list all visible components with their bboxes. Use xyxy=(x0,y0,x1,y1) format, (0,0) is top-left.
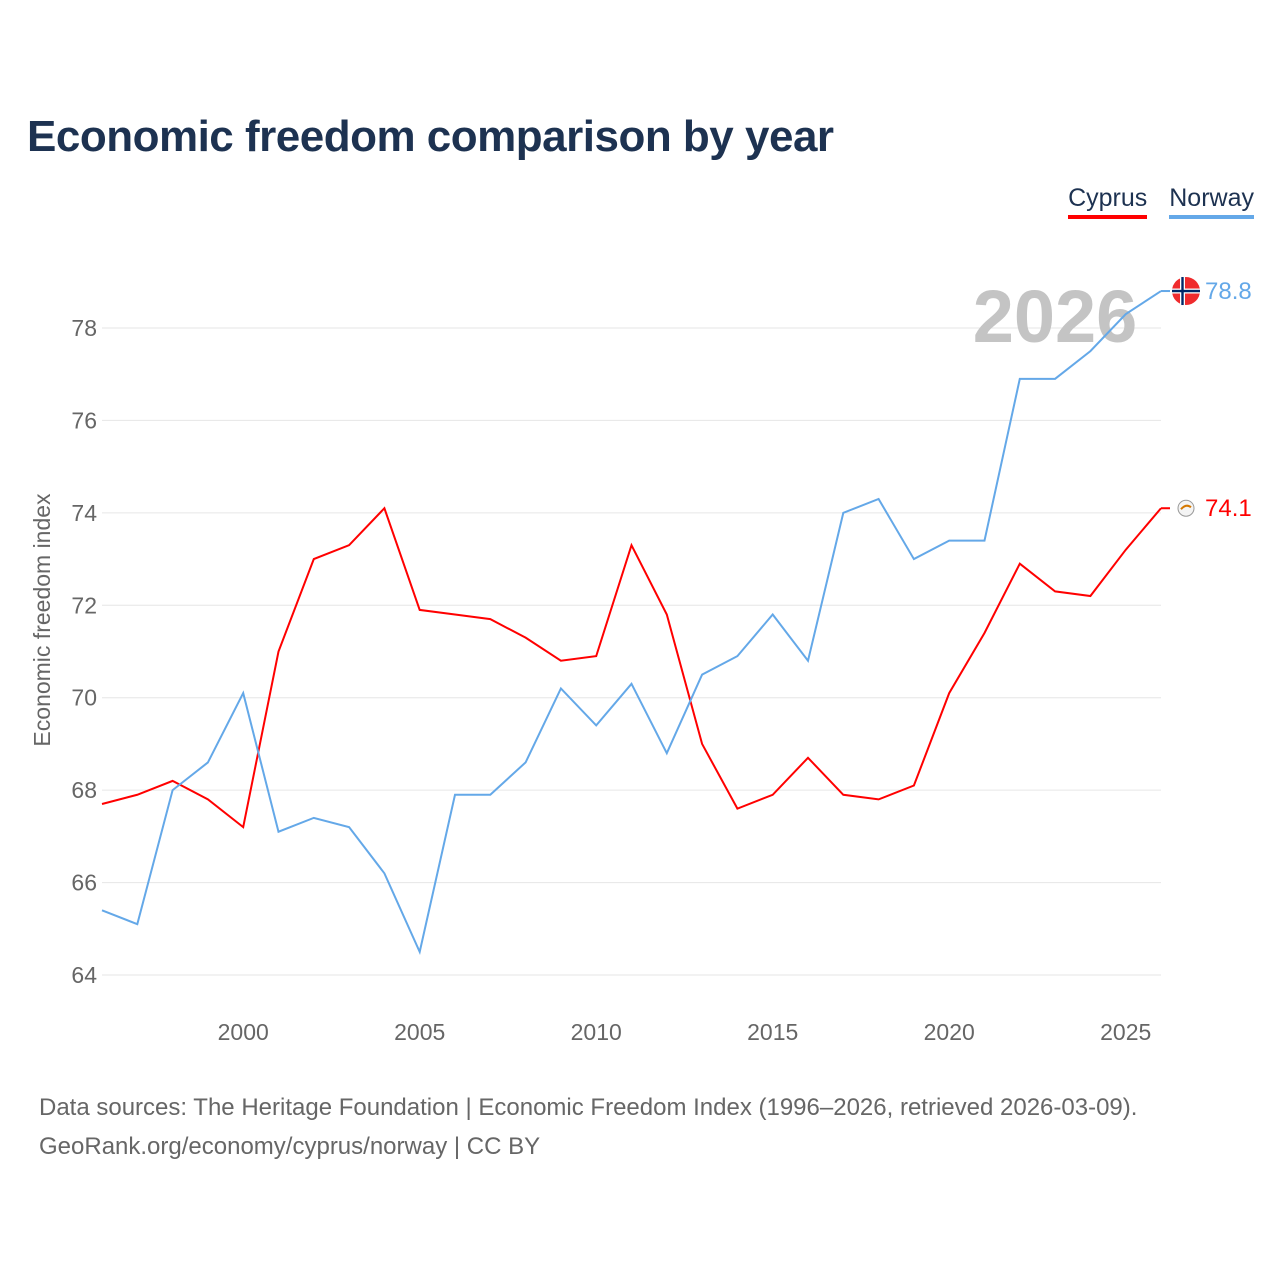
data-point[interactable] xyxy=(876,796,882,802)
data-point[interactable] xyxy=(982,538,988,544)
flag-icon-cyprus xyxy=(1177,499,1195,517)
y-axis-label: Economic freedom index xyxy=(29,493,55,747)
data-point[interactable] xyxy=(770,792,776,798)
data-point[interactable] xyxy=(170,787,176,793)
footer-link[interactable]: GeoRank.org/economy/cyprus/norway | CC B… xyxy=(39,1133,541,1160)
x-tick-label: 2020 xyxy=(924,1019,975,1045)
data-point[interactable] xyxy=(205,759,211,765)
data-point[interactable] xyxy=(487,792,493,798)
data-point[interactable] xyxy=(558,685,564,691)
x-tick-label: 2025 xyxy=(1100,1019,1151,1045)
data-point[interactable] xyxy=(699,741,705,747)
data-point[interactable] xyxy=(876,496,882,502)
x-tick-label: 2000 xyxy=(218,1019,269,1045)
series-line-norway xyxy=(101,290,1162,956)
data-point[interactable] xyxy=(770,612,776,618)
data-point[interactable] xyxy=(276,829,282,835)
legend-item-cyprus[interactable]: Cyprus xyxy=(1068,184,1148,219)
end-value-label-norway: 78.8 xyxy=(1205,278,1252,305)
x-tick-label: 2010 xyxy=(571,1019,622,1045)
data-point[interactable] xyxy=(1087,593,1093,599)
data-point[interactable] xyxy=(523,759,529,765)
series-line-cyprus xyxy=(101,506,1162,829)
y-tick-label: 68 xyxy=(71,777,97,803)
data-point[interactable] xyxy=(1087,348,1093,354)
data-point[interactable] xyxy=(734,806,740,812)
data-point[interactable] xyxy=(417,607,423,613)
data-point[interactable] xyxy=(946,538,952,544)
data-point[interactable] xyxy=(593,653,599,659)
data-point[interactable] xyxy=(170,778,176,784)
data-point[interactable] xyxy=(664,612,670,618)
data-point[interactable] xyxy=(911,556,917,562)
data-point[interactable] xyxy=(381,505,387,511)
legend: Cyprus Norway xyxy=(1068,184,1254,219)
y-tick-label: 66 xyxy=(71,870,97,896)
x-tick-label: 2015 xyxy=(747,1019,798,1045)
data-point[interactable] xyxy=(240,824,246,830)
data-point[interactable] xyxy=(134,792,140,798)
data-point[interactable] xyxy=(593,722,599,728)
data-point[interactable] xyxy=(417,949,423,955)
data-point[interactable] xyxy=(911,783,917,789)
chart-title: Economic freedom comparison by year xyxy=(27,112,834,161)
data-point[interactable] xyxy=(1052,588,1058,594)
data-point[interactable] xyxy=(487,616,493,622)
y-tick-label: 64 xyxy=(71,962,97,988)
y-tick-label: 76 xyxy=(71,407,97,433)
data-point[interactable] xyxy=(99,801,105,807)
data-point[interactable] xyxy=(1017,376,1023,382)
data-point[interactable] xyxy=(205,796,211,802)
footer-sources: Data sources: The Heritage Foundation | … xyxy=(39,1094,1138,1121)
legend-item-norway[interactable]: Norway xyxy=(1169,184,1254,219)
data-point[interactable] xyxy=(1123,547,1129,553)
data-point[interactable] xyxy=(99,907,105,913)
y-tick-label: 78 xyxy=(71,315,97,341)
data-point[interactable] xyxy=(240,690,246,696)
data-point[interactable] xyxy=(381,870,387,876)
data-point[interactable] xyxy=(982,630,988,636)
data-point[interactable] xyxy=(629,681,635,687)
y-tick-label: 74 xyxy=(71,500,97,526)
data-point[interactable] xyxy=(558,658,564,664)
data-point[interactable] xyxy=(346,542,352,548)
data-point[interactable] xyxy=(805,658,811,664)
footer: Data sources: The Heritage Foundation | … xyxy=(39,1088,1137,1166)
data-point[interactable] xyxy=(805,755,811,761)
data-point[interactable] xyxy=(1017,561,1023,567)
data-point[interactable] xyxy=(1052,376,1058,382)
data-point[interactable] xyxy=(734,653,740,659)
data-point[interactable] xyxy=(311,556,317,562)
data-point[interactable] xyxy=(664,750,670,756)
year-watermark: 2026 xyxy=(973,275,1138,358)
end-value-label-cyprus: 74.1 xyxy=(1205,495,1252,522)
data-point[interactable] xyxy=(699,672,705,678)
data-point[interactable] xyxy=(840,792,846,798)
data-point[interactable] xyxy=(946,690,952,696)
data-point[interactable] xyxy=(311,815,317,821)
data-point[interactable] xyxy=(1123,311,1129,317)
data-point[interactable] xyxy=(134,921,140,927)
data-point[interactable] xyxy=(276,649,282,655)
data-point[interactable] xyxy=(523,635,529,641)
data-point[interactable] xyxy=(452,792,458,798)
y-tick-label: 70 xyxy=(71,685,97,711)
y-tick-label: 72 xyxy=(71,592,97,618)
data-point[interactable] xyxy=(629,542,635,548)
data-point[interactable] xyxy=(346,824,352,830)
data-point[interactable] xyxy=(840,510,846,516)
data-point[interactable] xyxy=(452,612,458,618)
x-tick-label: 2005 xyxy=(394,1019,445,1045)
